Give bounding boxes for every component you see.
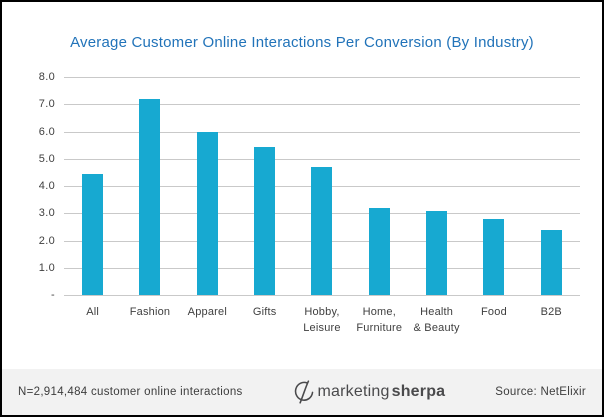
- bar-b2b: [540, 229, 562, 295]
- marketingsherpa-logo: marketing sherpa: [293, 380, 446, 404]
- x-axis: All Fashion Apparel Gifts Hobby, Leisure Home…: [64, 305, 580, 337]
- source-note: Source: NetElixir: [495, 386, 586, 398]
- y-tick-label: 2.0: [38, 234, 55, 247]
- bar-all: [82, 173, 104, 295]
- x-tick-label: All: [86, 306, 100, 318]
- bar-slot: [236, 77, 293, 295]
- sample-size-note: N=2,914,484 customer online interactions: [18, 386, 243, 398]
- x-tick-label: Hobby, Leisure: [303, 306, 341, 334]
- x-tick-label: Food: [481, 306, 507, 318]
- plot-area: [64, 77, 580, 296]
- bar-slot: [293, 77, 350, 295]
- bar-home: [368, 207, 390, 295]
- footer-bar: N=2,914,484 customer online interactions…: [2, 369, 602, 415]
- bar-slot: [465, 77, 522, 295]
- x-tick-label: Health & Beauty: [413, 306, 460, 334]
- bar-slot: [523, 77, 580, 295]
- bar-health: [426, 210, 448, 295]
- y-tick-label: 8.0: [38, 71, 55, 83]
- y-tick-label: 6.0: [38, 125, 55, 138]
- y-tick-label: 3.0: [38, 207, 55, 220]
- y-tick-label: -: [51, 289, 55, 301]
- bar-gifts: [254, 146, 276, 295]
- y-tick-label: 7.0: [38, 98, 55, 111]
- gridline: [64, 77, 580, 78]
- x-tick-label: B2B: [540, 306, 562, 318]
- bar-fashion: [139, 98, 161, 295]
- x-tick-label: Gifts: [252, 306, 277, 318]
- x-tick-label: Fashion: [129, 306, 171, 318]
- x-tick-label: Home, Furniture: [356, 306, 403, 334]
- logo-text-sherpa: sherpa: [391, 383, 446, 400]
- bar-slot: [351, 77, 408, 295]
- x-tick-label: Apparel: [187, 306, 227, 318]
- chart-title: Average Customer Online Interactions Per…: [70, 34, 534, 51]
- bar-slot: [121, 77, 178, 295]
- bar-hobby: [311, 166, 333, 295]
- logo-text-marketing: marketing: [317, 383, 390, 400]
- marketingsherpa-swoosh-icon: [294, 380, 313, 404]
- gridline: [64, 158, 580, 160]
- y-tick-label: 1.0: [38, 261, 55, 274]
- y-axis: 8.0 7.0 6.0 5.0 4.0 3.0 2.0 1.0 -: [2, 71, 55, 301]
- y-tick-label: 5.0: [38, 152, 55, 165]
- bar-series: [64, 77, 580, 295]
- bar-slot: [408, 77, 465, 295]
- bar-food: [483, 218, 505, 295]
- gridline: [64, 131, 580, 133]
- gridline: [64, 295, 580, 296]
- y-tick-label: 4.0: [38, 180, 55, 192]
- bar-slot: [64, 77, 121, 295]
- bar-apparel: [196, 131, 218, 295]
- gridline: [64, 104, 580, 106]
- bar-slot: [179, 77, 236, 295]
